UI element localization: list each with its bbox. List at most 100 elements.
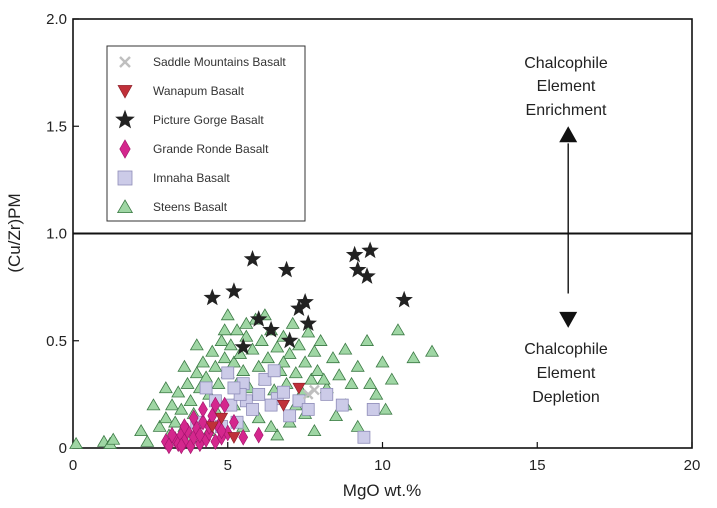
legend-marker-imnaha-basalt (117, 170, 133, 186)
point-imnaha-basalt (246, 402, 259, 416)
point-steens-basalt (307, 344, 322, 357)
point-steens-basalt (378, 402, 393, 415)
point-steens-basalt (310, 363, 325, 376)
point-steens-basalt (260, 351, 275, 364)
point-steens-basalt (254, 333, 269, 346)
point-steens-basalt (301, 325, 316, 338)
point-steens-basalt (307, 424, 322, 437)
legend-label-wanapum-basalt: Wanapum Basalt (153, 84, 245, 98)
point-steens-basalt (344, 376, 359, 389)
point-grande-ronde-basalt (253, 426, 264, 444)
point-steens-basalt (406, 351, 421, 364)
point-steens-basalt (360, 333, 375, 346)
point-steens-basalt (140, 434, 155, 447)
point-steens-basalt (313, 333, 328, 346)
point-imnaha-basalt (227, 381, 241, 395)
point-imnaha-basalt (283, 409, 297, 423)
point-imnaha-basalt (357, 430, 371, 444)
point-steens-basalt (316, 372, 331, 385)
point-steens-basalt (276, 355, 291, 368)
y-axis-title: (Cu/Zr)PM (5, 193, 24, 272)
point-steens-basalt (106, 432, 121, 445)
point-picture-gorge-basalt (296, 292, 314, 310)
legend-label-picture-gorge-basalt: Picture Gorge Basalt (153, 113, 264, 127)
point-grande-ronde-basalt (188, 409, 199, 427)
point-steens-basalt (251, 359, 266, 372)
point-imnaha-basalt (199, 381, 213, 395)
x-tick-label: 5 (224, 457, 232, 474)
point-steens-basalt (369, 387, 384, 400)
legend-marker-picture-gorge-basalt (115, 109, 135, 129)
point-steens-basalt (158, 411, 173, 424)
point-steens-basalt (168, 415, 183, 428)
point-grande-ronde-basalt (216, 422, 227, 440)
y-tick-label: 0.5 (46, 333, 67, 350)
point-steens-basalt (208, 359, 223, 372)
point-imnaha-basalt (264, 398, 278, 412)
point-steens-basalt (285, 316, 300, 329)
point-steens-basalt (375, 355, 390, 368)
point-saddle-mountains-basalt (309, 384, 320, 396)
point-steens-basalt (298, 355, 313, 368)
y-tick-label: 1.5 (46, 118, 67, 135)
point-steens-basalt (152, 419, 167, 432)
point-imnaha-basalt (267, 364, 281, 378)
depletion-label-line-3: Depletion (532, 389, 600, 406)
point-steens-basalt (390, 323, 405, 336)
arrow-down-head (559, 311, 578, 328)
enrichment-label-line-1: Chalcophile (524, 55, 608, 72)
point-steens-basalt (291, 338, 306, 351)
enrichment-annotation: Chalcophile Element Enrichment (524, 55, 608, 119)
point-picture-gorge-basalt (203, 288, 222, 306)
x-tick-label: 10 (374, 457, 391, 474)
point-grande-ronde-basalt (176, 437, 187, 455)
point-steens-basalt (217, 323, 232, 336)
point-grande-ronde-basalt (198, 400, 208, 418)
point-imnaha-basalt (277, 385, 290, 399)
point-picture-gorge-basalt (277, 260, 296, 278)
point-steens-basalt (134, 424, 149, 437)
arrow-up-head (559, 126, 578, 143)
point-steens-basalt (205, 344, 220, 357)
point-steens-basalt (245, 342, 260, 355)
legend-label-grande-ronde-basalt: Grande Ronde Basalt (153, 142, 269, 156)
depletion-annotation: Chalcophile Element Depletion (524, 341, 608, 406)
point-grande-ronde-basalt (195, 426, 205, 444)
point-steens-basalt (350, 419, 365, 432)
point-picture-gorge-basalt (358, 267, 376, 284)
point-steens-basalt (363, 376, 378, 389)
point-steens-basalt (350, 359, 365, 372)
point-wanapum-basalt (227, 432, 241, 444)
y-tick-label: 0 (59, 440, 67, 457)
point-steens-basalt (217, 351, 232, 364)
point-picture-gorge-basalt (234, 337, 252, 355)
legend-marker-grande-ronde-basalt (119, 139, 131, 159)
point-steens-basalt (171, 385, 186, 398)
point-steens-basalt (158, 381, 173, 394)
point-steens-basalt (165, 398, 180, 411)
point-steens-basalt (270, 340, 285, 353)
x-axis-title: MgO wt.% (343, 481, 421, 500)
y-tick-label: 1.0 (46, 226, 67, 243)
x-tick-label: 15 (529, 457, 546, 474)
enrichment-label-line-3: Enrichment (526, 102, 607, 119)
point-picture-gorge-basalt (280, 331, 299, 349)
direction-arrows (559, 126, 578, 328)
point-steens-basalt (282, 346, 297, 359)
data-points (69, 241, 440, 455)
point-picture-gorge-basalt (361, 241, 379, 259)
point-imnaha-basalt (252, 387, 266, 401)
point-wanapum-basalt (276, 399, 290, 412)
point-steens-basalt (325, 351, 340, 364)
point-steens-basalt (174, 402, 189, 415)
point-grande-ronde-basalt (179, 418, 190, 435)
point-steens-basalt (230, 323, 245, 336)
point-steens-basalt (304, 372, 319, 385)
point-steens-basalt (236, 363, 251, 376)
point-grande-ronde-basalt (238, 428, 249, 446)
point-imnaha-basalt (335, 398, 349, 412)
point-steens-basalt (239, 316, 254, 329)
point-steens-basalt (220, 308, 235, 321)
point-wanapum-basalt (215, 412, 229, 425)
